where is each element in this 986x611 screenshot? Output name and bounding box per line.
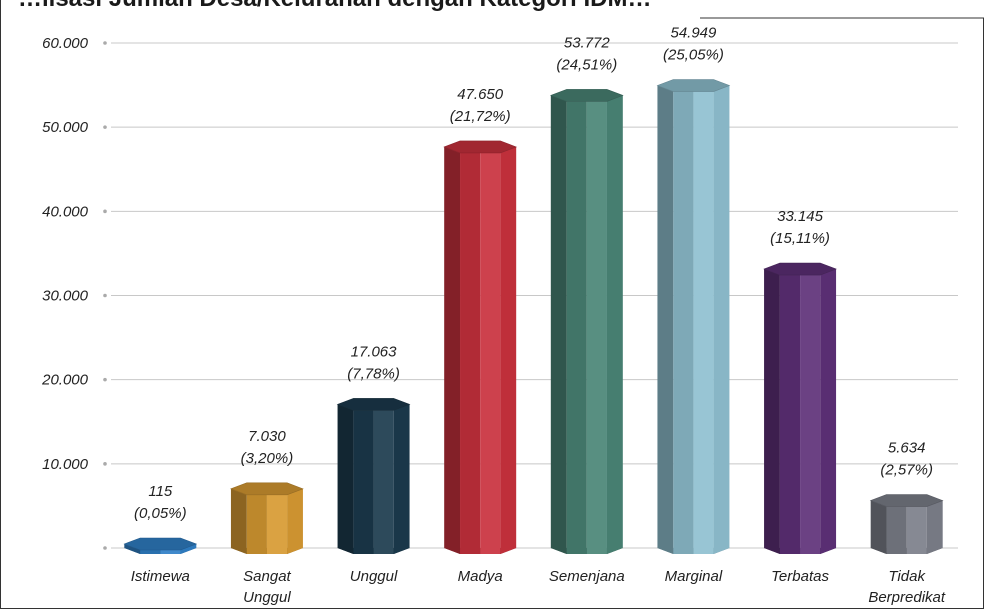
data-label-value: 5.634 — [888, 440, 926, 457]
bar-face-left — [444, 146, 461, 554]
bar-face-front-left — [353, 410, 374, 554]
y-tick-label: 60.000 — [42, 35, 89, 52]
tick-mark — [103, 377, 107, 382]
bar-face-left — [870, 500, 887, 554]
tick-mark — [103, 125, 107, 129]
bar — [336, 398, 411, 554]
bar-face-front-left — [673, 91, 694, 555]
bar-face-left — [657, 85, 674, 555]
data-label-percent: (2,57%) — [880, 462, 933, 479]
data-label-percent: (3,20%) — [241, 450, 294, 467]
bar — [656, 79, 731, 555]
bar-face-right — [500, 146, 517, 554]
bars-layer — [123, 79, 944, 555]
x-tick-label: Berpredikat — [868, 589, 946, 606]
bar-face-front-right — [373, 410, 394, 554]
x-tick-label: Istimewa — [131, 568, 190, 585]
bar — [443, 140, 518, 554]
y-tick-label: 20.000 — [41, 372, 89, 389]
chart-title: …lisasi Jumlah Desa/Kelurahan dengan Kat… — [18, 0, 652, 13]
bar-top — [443, 140, 518, 154]
bar-face-front-left — [566, 101, 587, 554]
data-label-percent: (7,78%) — [347, 365, 400, 382]
bar-face-left — [230, 488, 247, 554]
bar-face-front-left — [246, 494, 267, 554]
bar-top — [123, 537, 198, 551]
data-label-value: 47.650 — [457, 86, 504, 103]
tick-mark — [103, 209, 107, 214]
data-label-value: 17.063 — [351, 343, 398, 360]
bar — [230, 482, 304, 554]
bar-face-right — [180, 544, 197, 554]
tick-mark — [103, 546, 107, 550]
bar-face-right — [926, 500, 943, 554]
x-tick-label: Unggul — [243, 589, 291, 606]
x-tick-label: Semenjana — [549, 568, 625, 585]
tick-mark — [103, 293, 107, 298]
bar-face-front-right — [160, 550, 181, 554]
bar-face-front-left — [886, 506, 907, 554]
bar-face-left — [337, 404, 354, 554]
bar — [123, 537, 198, 554]
data-label-percent: (21,72%) — [450, 108, 511, 125]
x-tick-label: Unggul — [350, 568, 398, 585]
x-tick-label: Sangat — [243, 568, 291, 585]
labels-layer: 115 (0,05%) Istimewa 7.030 (3,20%) Sangat Ungg… — [131, 25, 946, 606]
bar-face-front-left — [140, 550, 161, 554]
data-label-percent: (24,51%) — [556, 56, 617, 73]
x-tick-label: Tidak — [888, 568, 926, 585]
x-tick-label: Madya — [458, 568, 503, 585]
bar — [869, 494, 944, 554]
bar-face-left — [764, 269, 780, 554]
bar-face-front-right — [906, 506, 927, 554]
bar-top — [549, 89, 624, 102]
bar-face-right — [287, 488, 303, 554]
y-tick-label: 30.000 — [42, 288, 89, 305]
bar-top — [763, 262, 837, 276]
bar-face-front-right — [800, 275, 821, 554]
data-label-percent: (25,05%) — [663, 47, 724, 64]
x-tick-label: Marginal — [665, 568, 723, 585]
bar — [549, 89, 624, 554]
y-tick-label: 50.000 — [42, 119, 89, 136]
bar-face-right — [713, 85, 730, 555]
bar-face-front-left — [779, 275, 801, 554]
bar-top — [869, 494, 944, 507]
bar-face-left — [124, 544, 141, 554]
data-label-percent: (0,05%) — [134, 505, 187, 522]
bar-top — [656, 79, 731, 92]
data-label-value: 53.772 — [564, 34, 611, 51]
tick-mark — [103, 462, 107, 466]
bar-face-front-right — [693, 91, 714, 555]
y-tick-label: 40.000 — [42, 203, 89, 220]
bar-face-front-right — [586, 101, 607, 554]
data-label-value: 54.949 — [670, 25, 717, 42]
bar-face-right — [606, 95, 623, 554]
bar-face-right — [393, 404, 410, 554]
bar-face-left — [550, 95, 567, 554]
bar-face-right — [820, 269, 837, 554]
bar-face-front-right — [266, 494, 288, 554]
x-tick-label: Terbatas — [771, 568, 829, 585]
data-label-value: 7.030 — [248, 428, 286, 445]
data-label-value: 115 — [148, 483, 173, 500]
tick-mark — [103, 41, 107, 45]
bar-face-front-left — [460, 152, 481, 554]
bar — [763, 262, 837, 554]
y-tick-label: 10.000 — [42, 456, 89, 473]
bar-face-front-right — [480, 152, 501, 554]
bar-top — [336, 398, 411, 411]
bar-top — [230, 482, 304, 496]
data-label-value: 33.145 — [777, 208, 824, 225]
data-label-percent: (15,11%) — [770, 230, 830, 247]
